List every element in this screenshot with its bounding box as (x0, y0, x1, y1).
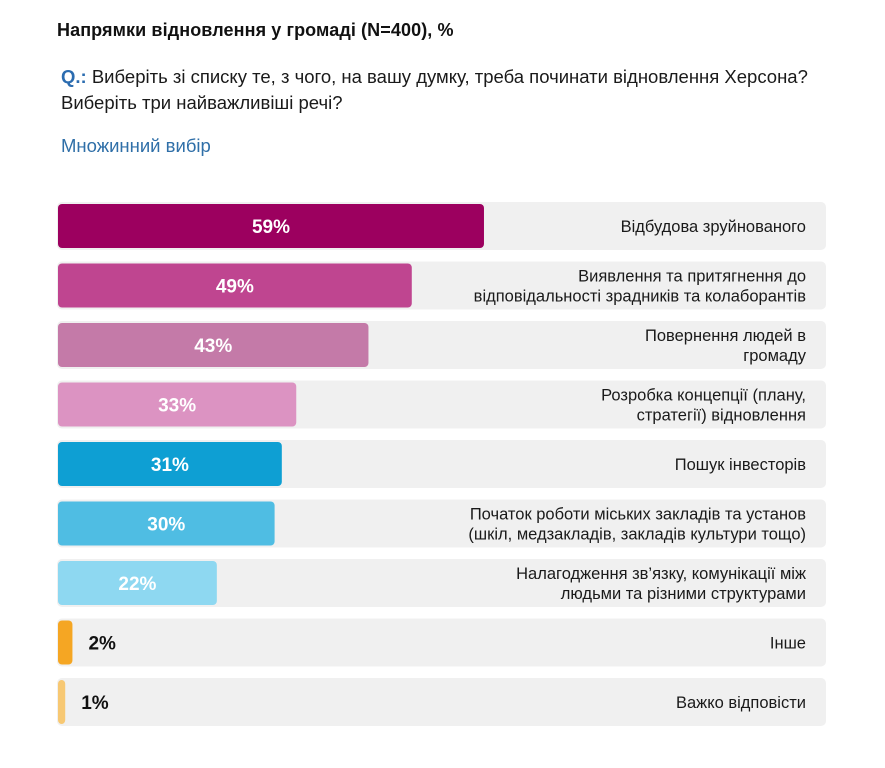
category-label: Налагодження зв’язку, комунікації між люд… (516, 565, 806, 603)
category-label-line: стратегії) відновлення (637, 407, 806, 425)
category-label-line: людьми та різними структурами (561, 585, 806, 603)
bar (58, 561, 217, 605)
question-prefix: Q.: (61, 66, 87, 87)
bar (58, 501, 275, 546)
bar-track (57, 618, 826, 667)
bar (58, 204, 484, 248)
question-body: Виберіть зі списку те, з чого, на вашу д… (61, 66, 808, 113)
category-label: Початок роботи міських закладів та устан… (468, 506, 806, 544)
value-label: 22% (118, 574, 156, 595)
category-label-line: Відбудова зруйнованого (621, 218, 806, 236)
category-label: Важко відповісти (676, 694, 806, 712)
category-label: Пошук інвесторів (675, 456, 807, 474)
value-label: 31% (151, 455, 189, 476)
value-label: 33% (158, 396, 196, 417)
value-label: 2% (88, 634, 116, 655)
question-text: Q.: Виберіть зі списку те, з чого, на ва… (61, 64, 851, 116)
category-label-line: Виявлення та притягнення до (578, 268, 806, 286)
bar (58, 620, 73, 665)
category-label: Інше (770, 635, 806, 653)
category-label: Відбудова зруйнованого (621, 218, 806, 236)
category-label-line: Налагодження зв’язку, комунікації між (516, 565, 806, 583)
category-label: Повернення людей в громаду (645, 327, 807, 365)
choice-type-label: Множинний вибір (61, 135, 211, 156)
bar (58, 323, 369, 367)
category-label-line: Пошук інвесторів (675, 456, 807, 474)
bar-track (57, 678, 826, 726)
value-label: 59% (252, 217, 290, 238)
category-label: Розробка концепції (плану, стратегії) від… (601, 387, 806, 425)
bar-track (57, 559, 826, 607)
value-label: 1% (81, 693, 109, 714)
bar (58, 442, 282, 486)
value-label: 49% (216, 277, 254, 298)
value-label: 30% (147, 515, 185, 536)
category-label-line: громаду (743, 347, 807, 365)
value-label: 43% (194, 336, 232, 357)
category-label-line: відповідальності зрадників та колаборант… (474, 288, 807, 306)
category-label-line: Повернення людей в (645, 327, 806, 345)
category-label-line: Початок роботи міських закладів та устан… (470, 506, 806, 524)
category-label-line: Важко відповісти (676, 694, 806, 712)
category-label: Виявлення та притягнення до відповідально… (474, 268, 807, 306)
category-label-line: Розробка концепції (плану, (601, 387, 806, 405)
bar (58, 382, 297, 427)
category-label-line: (шкіл, медзакладів, закладів культури то… (468, 526, 806, 544)
bar (58, 680, 66, 724)
chart-title: Напрямки відновлення у громаді (N=400), … (57, 20, 454, 40)
category-label-line: Інше (770, 635, 806, 653)
bar (58, 263, 412, 308)
